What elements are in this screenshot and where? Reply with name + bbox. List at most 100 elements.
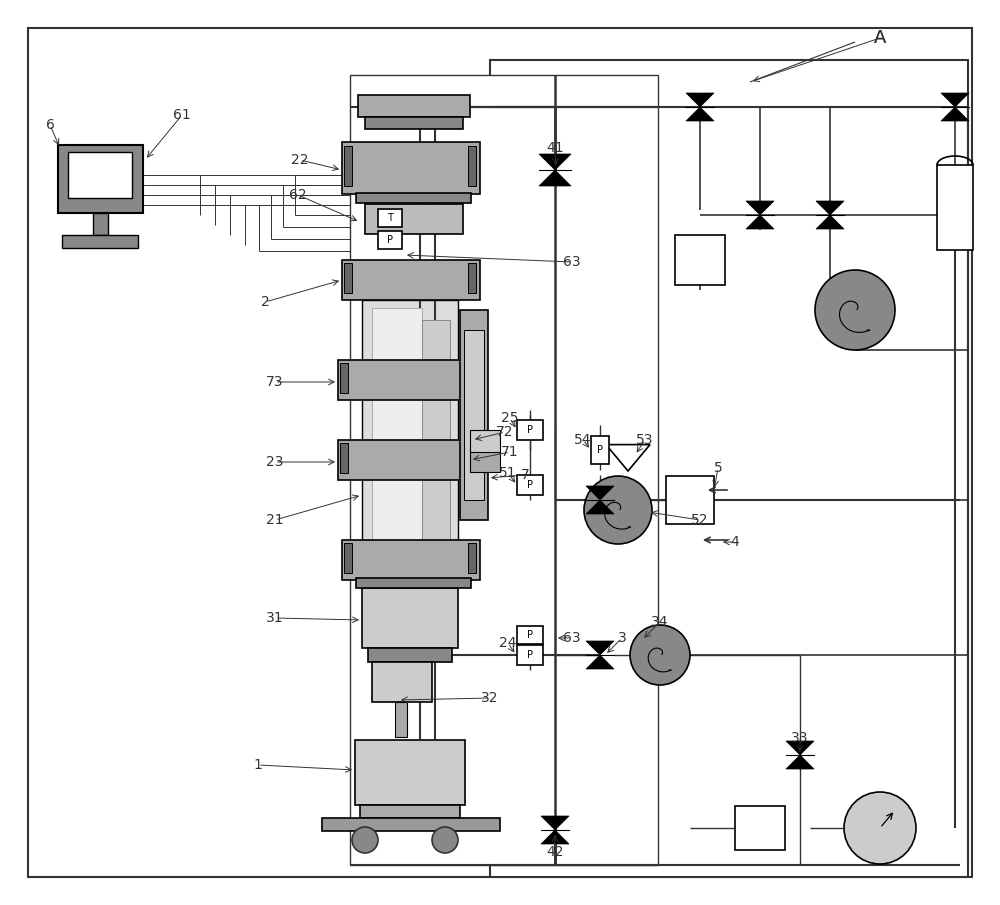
Bar [344, 263, 352, 293]
Text: 51: 51 [499, 466, 517, 480]
Text: 22: 22 [291, 153, 309, 167]
Text: 23: 23 [266, 455, 284, 469]
Polygon shape [746, 215, 774, 229]
Text: 41: 41 [546, 141, 564, 155]
Bar [468, 363, 476, 393]
Bar [460, 310, 488, 520]
Text: 53: 53 [636, 433, 654, 447]
Text: 24: 24 [499, 636, 517, 650]
Polygon shape [941, 93, 969, 107]
Text: 25: 25 [501, 411, 519, 425]
Bar [62, 235, 138, 248]
Bar [464, 330, 484, 500]
Text: 32: 32 [481, 691, 499, 705]
Text: 34: 34 [651, 615, 669, 629]
Text: 21: 21 [266, 513, 284, 527]
Polygon shape [586, 655, 614, 669]
Polygon shape [746, 201, 774, 215]
Bar [93, 213, 108, 235]
Polygon shape [606, 444, 650, 471]
Circle shape [630, 625, 690, 685]
Bar [322, 818, 500, 831]
Text: P: P [597, 445, 603, 455]
Bar [358, 95, 470, 117]
Bar [338, 360, 480, 400]
Text: 4: 4 [731, 535, 739, 549]
Bar [355, 740, 465, 805]
Bar [395, 702, 407, 737]
Polygon shape [541, 816, 569, 830]
Bar [344, 543, 352, 573]
Text: P: P [527, 480, 533, 490]
Bar [422, 320, 450, 560]
Bar [378, 231, 402, 249]
Bar [517, 645, 543, 665]
Polygon shape [541, 830, 569, 844]
Text: 63: 63 [563, 255, 581, 269]
Text: 71: 71 [501, 445, 519, 459]
Text: 1: 1 [254, 758, 262, 772]
Polygon shape [816, 215, 844, 229]
Text: 73: 73 [266, 375, 284, 389]
Bar [517, 626, 543, 644]
Text: 63: 63 [563, 631, 581, 645]
Polygon shape [786, 755, 814, 769]
Bar [490, 60, 968, 877]
Bar [372, 662, 432, 702]
Bar [338, 440, 480, 480]
Text: 61: 61 [173, 108, 191, 122]
Text: 31: 31 [266, 611, 284, 625]
Text: 3: 3 [618, 631, 626, 645]
Text: 62: 62 [289, 188, 307, 202]
Polygon shape [686, 107, 714, 121]
Text: 54: 54 [574, 433, 592, 447]
Bar [517, 420, 543, 440]
Polygon shape [539, 170, 571, 186]
Text: A: A [874, 29, 886, 47]
Polygon shape [586, 486, 614, 500]
Circle shape [815, 270, 895, 350]
Text: 42: 42 [546, 845, 564, 859]
Polygon shape [786, 741, 814, 755]
Text: P: P [527, 630, 533, 640]
Bar [735, 806, 785, 850]
Polygon shape [686, 93, 714, 107]
Bar [365, 204, 463, 234]
Bar [675, 235, 725, 285]
Bar [937, 165, 973, 250]
Bar [342, 260, 480, 300]
Bar [372, 308, 422, 568]
Bar [470, 450, 500, 472]
Bar [666, 476, 714, 524]
Bar [58, 145, 143, 213]
Polygon shape [816, 201, 844, 215]
Text: P: P [527, 425, 533, 435]
Polygon shape [941, 107, 969, 121]
Bar [378, 209, 402, 227]
Bar [350, 75, 658, 865]
Text: A: A [874, 29, 886, 47]
Text: P: P [527, 650, 533, 660]
Circle shape [352, 827, 378, 853]
Circle shape [584, 476, 652, 544]
Bar [340, 443, 348, 473]
Bar [470, 430, 500, 452]
Text: 52: 52 [691, 513, 709, 527]
Bar [468, 146, 476, 186]
Bar [468, 263, 476, 293]
Bar [356, 193, 471, 203]
Bar [591, 436, 609, 464]
Bar [362, 300, 458, 580]
Bar [517, 475, 543, 495]
Text: 33: 33 [791, 731, 809, 745]
Text: 5: 5 [714, 461, 722, 475]
Bar [468, 543, 476, 573]
Text: 6: 6 [46, 118, 54, 132]
Bar [365, 117, 463, 129]
Circle shape [844, 792, 916, 864]
Polygon shape [586, 500, 614, 514]
Text: 72: 72 [496, 425, 514, 439]
Text: 2: 2 [261, 295, 269, 309]
Bar [368, 648, 452, 662]
Text: P: P [387, 235, 393, 245]
